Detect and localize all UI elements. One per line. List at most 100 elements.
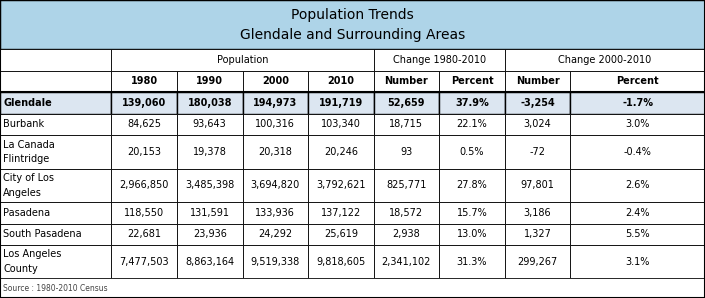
Text: 3.0%: 3.0% (625, 119, 650, 130)
Text: 23,936: 23,936 (192, 229, 227, 239)
Bar (374, 114, 439, 135)
Text: 139,060: 139,060 (122, 98, 166, 108)
Bar (243, 169, 308, 202)
Text: Percent: Percent (450, 76, 493, 86)
Text: 37.9%: 37.9% (455, 98, 489, 108)
Text: 20,246: 20,246 (324, 147, 358, 157)
Bar (439, 202, 505, 224)
Text: 2000: 2000 (262, 76, 289, 86)
Bar (505, 71, 570, 92)
Bar (177, 71, 243, 92)
Text: 18,572: 18,572 (389, 208, 424, 218)
Text: 180,038: 180,038 (188, 98, 232, 108)
Text: 3,694,820: 3,694,820 (251, 180, 300, 190)
Bar (439, 92, 505, 114)
Text: 1990: 1990 (196, 76, 223, 86)
Bar (505, 245, 570, 278)
Bar (308, 245, 374, 278)
Bar (0, 278, 705, 298)
Text: -3,254: -3,254 (520, 98, 555, 108)
Bar (177, 224, 243, 245)
Text: 24,292: 24,292 (258, 229, 293, 239)
Bar (570, 114, 705, 135)
Bar (374, 224, 439, 245)
Text: 0.5%: 0.5% (460, 147, 484, 157)
Text: 9,818,605: 9,818,605 (317, 257, 365, 267)
Text: 19,378: 19,378 (192, 147, 227, 157)
Text: 3,024: 3,024 (524, 119, 551, 130)
Bar (0, 92, 111, 114)
Text: Angeles: Angeles (3, 188, 42, 198)
Bar (439, 135, 505, 169)
Bar (570, 245, 705, 278)
Text: 2010: 2010 (327, 76, 355, 86)
Text: Number: Number (384, 76, 429, 86)
Text: City of Los: City of Los (3, 173, 54, 183)
Text: 2.6%: 2.6% (625, 180, 650, 190)
Text: 3,485,398: 3,485,398 (185, 180, 234, 190)
Text: 27.8%: 27.8% (457, 180, 487, 190)
Text: 20,318: 20,318 (258, 147, 293, 157)
Text: 103,340: 103,340 (321, 119, 361, 130)
Bar (374, 71, 439, 92)
Text: 137,122: 137,122 (321, 208, 361, 218)
Text: 2,966,850: 2,966,850 (119, 180, 169, 190)
Bar (0, 135, 111, 169)
Text: 3,792,621: 3,792,621 (316, 180, 366, 190)
Bar (308, 135, 374, 169)
Text: Change 2000-2010: Change 2000-2010 (558, 55, 651, 65)
Text: 131,591: 131,591 (190, 208, 230, 218)
Text: 97,801: 97,801 (520, 180, 555, 190)
Text: 9,519,338: 9,519,338 (251, 257, 300, 267)
Text: 5.5%: 5.5% (625, 229, 650, 239)
Text: 52,659: 52,659 (388, 98, 425, 108)
Text: South Pasadena: South Pasadena (3, 229, 82, 239)
Bar (308, 71, 374, 92)
Bar (570, 135, 705, 169)
Text: Source : 1980-2010 Census: Source : 1980-2010 Census (3, 284, 108, 293)
Text: Glendale and Surrounding Areas: Glendale and Surrounding Areas (240, 28, 465, 42)
Bar (374, 245, 439, 278)
Text: 100,316: 100,316 (255, 119, 295, 130)
Bar (439, 71, 505, 92)
Bar (570, 224, 705, 245)
Text: 2.4%: 2.4% (625, 208, 650, 218)
Bar (243, 114, 308, 135)
Bar (177, 135, 243, 169)
Bar (243, 224, 308, 245)
Text: 2,341,102: 2,341,102 (381, 257, 431, 267)
Bar (111, 245, 177, 278)
Bar (111, 135, 177, 169)
Text: 8,863,164: 8,863,164 (185, 257, 234, 267)
Text: 825,771: 825,771 (386, 180, 427, 190)
Text: -72: -72 (529, 147, 546, 157)
Bar (505, 224, 570, 245)
Bar (0, 71, 111, 92)
Text: 2,938: 2,938 (393, 229, 420, 239)
Bar (243, 71, 308, 92)
Text: 1,327: 1,327 (524, 229, 551, 239)
Bar (0, 245, 111, 278)
Bar (243, 92, 308, 114)
Bar (0, 224, 111, 245)
Bar (177, 92, 243, 114)
Bar (308, 114, 374, 135)
Bar (505, 169, 570, 202)
Bar (505, 114, 570, 135)
Bar (374, 169, 439, 202)
Text: 22.1%: 22.1% (457, 119, 487, 130)
Text: 15.7%: 15.7% (457, 208, 487, 218)
Bar (111, 114, 177, 135)
Bar (505, 135, 570, 169)
Text: Population Trends: Population Trends (291, 8, 414, 22)
Bar (0, 0, 705, 49)
Text: Population: Population (216, 55, 269, 65)
Bar (374, 49, 505, 71)
Bar (177, 114, 243, 135)
Bar (570, 71, 705, 92)
Bar (374, 92, 439, 114)
Text: County: County (3, 264, 38, 274)
Bar (505, 49, 705, 71)
Text: 13.0%: 13.0% (457, 229, 487, 239)
Bar (177, 245, 243, 278)
